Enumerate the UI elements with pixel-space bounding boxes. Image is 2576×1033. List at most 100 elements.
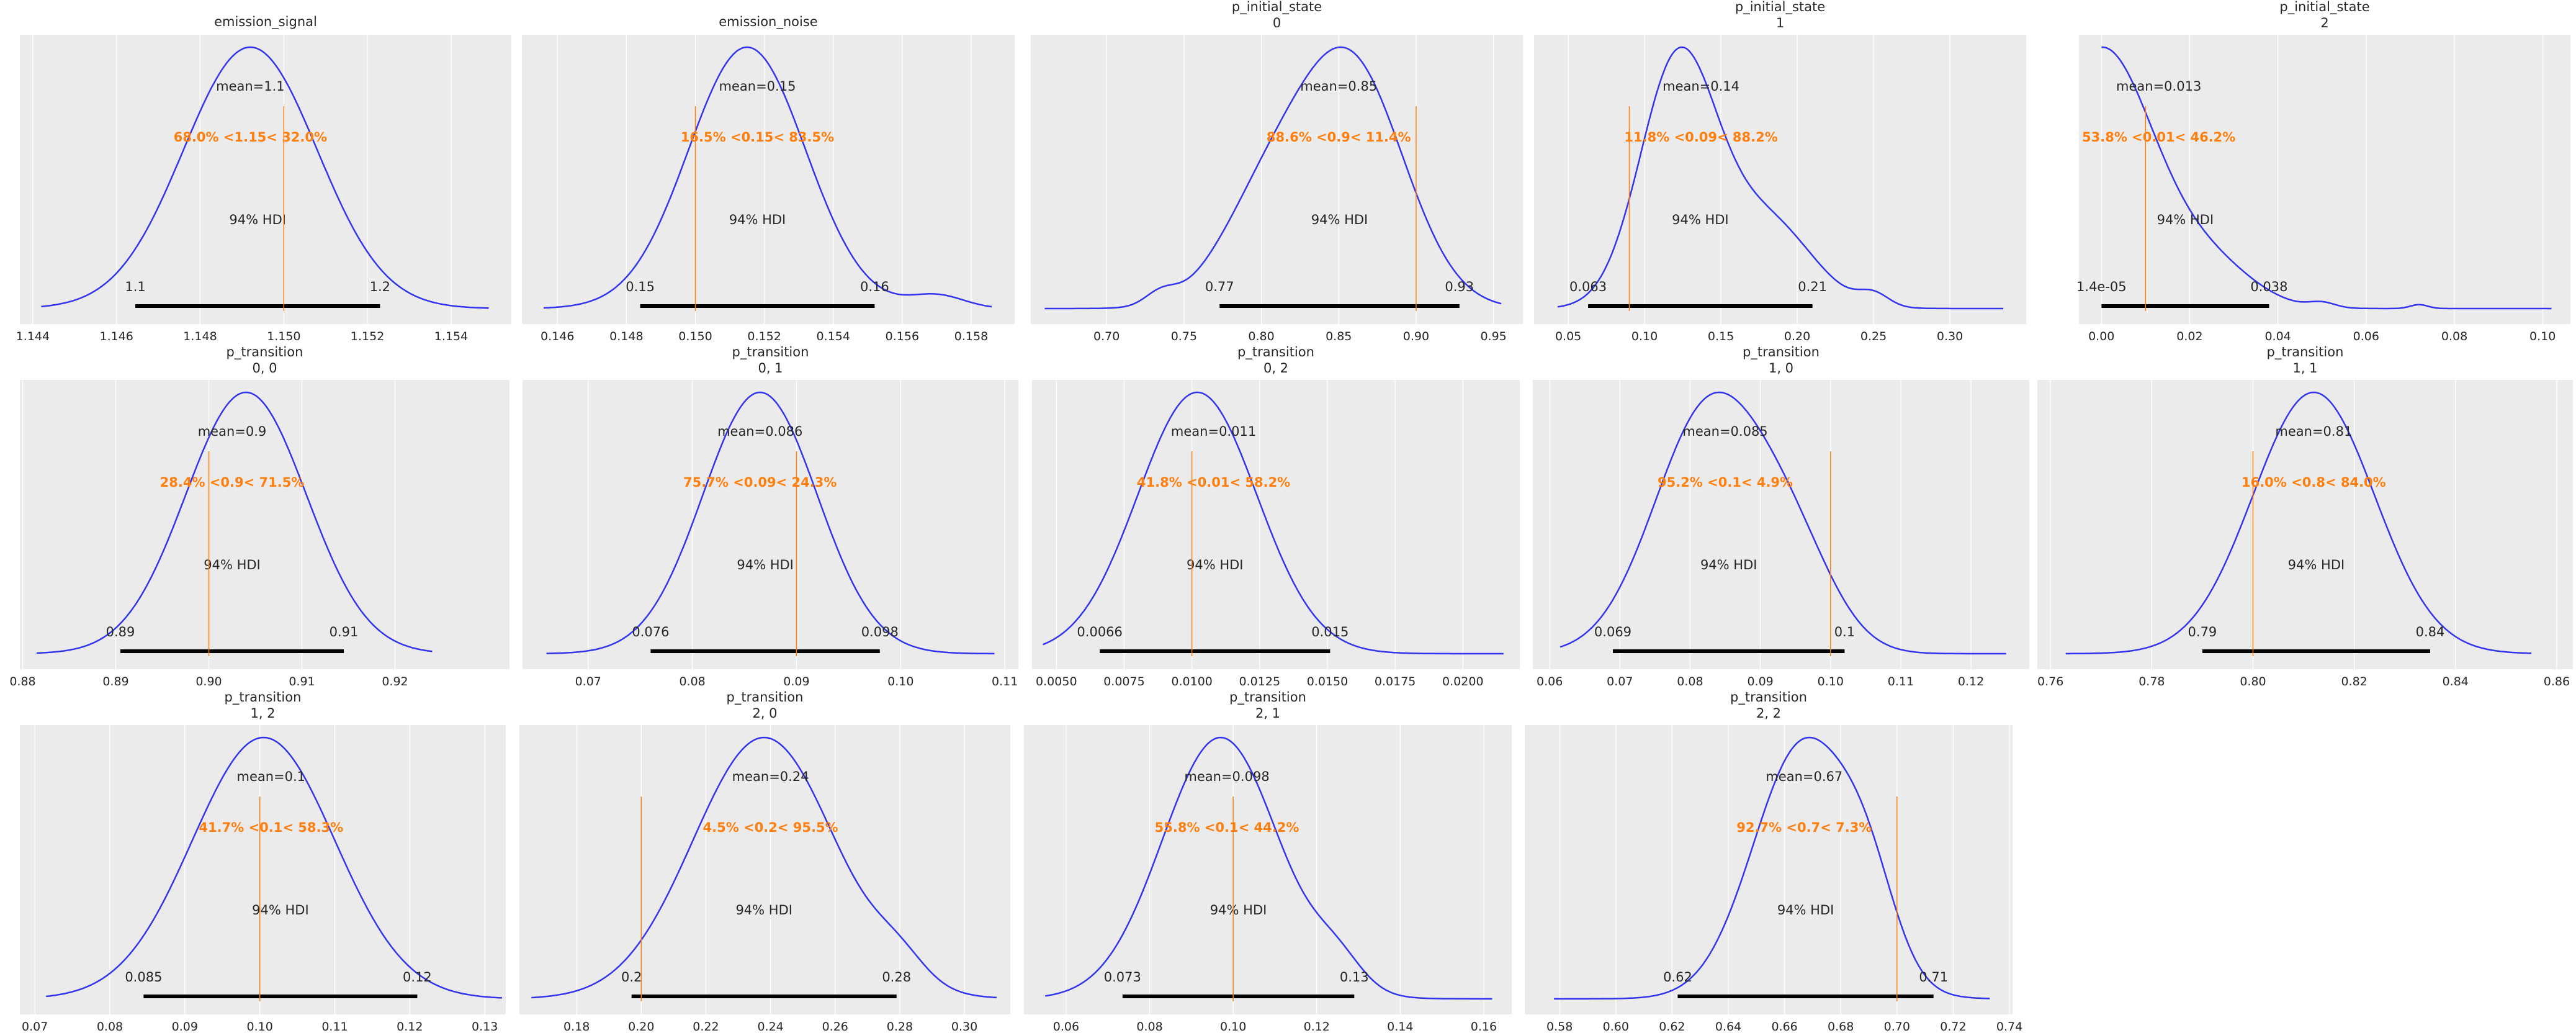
hdi-text: 94% HDI (2157, 212, 2214, 227)
hdi-text: 94% HDI (1777, 903, 1834, 918)
x-tick-label: 0.152 (747, 330, 781, 343)
x-tick-label: 0.02 (2176, 330, 2202, 343)
x-tick-label: 0.10 (1220, 1020, 1246, 1033)
hdi-upper-label: 0.93 (1445, 279, 1474, 294)
x-tick-label: 1.148 (183, 330, 217, 343)
subplot-title: p_initial_state (2279, 0, 2369, 15)
x-tick-label: 0.13 (472, 1020, 498, 1033)
x-tick-label: 1.154 (434, 330, 468, 343)
kde-curve (1044, 46, 1502, 310)
x-tick-label: 0.07 (575, 675, 601, 688)
hdi-upper-label: 0.84 (2416, 625, 2445, 639)
x-tick-label: 0.75 (1171, 330, 1197, 343)
x-tick-label: 0.0050 (1036, 675, 1077, 688)
hdi-text: 94% HDI (729, 212, 786, 227)
x-tick-label: 0.62 (1659, 1020, 1685, 1033)
plot-background (519, 725, 1010, 1014)
mean-label: mean=0.011 (1171, 424, 1256, 439)
x-tick-label: 0.91 (289, 675, 315, 688)
hdi-upper-label: 0.015 (1311, 625, 1349, 639)
hdi-lower-label: 1.1 (125, 279, 145, 294)
hdi-lower-label: 1.4e-05 (2076, 279, 2127, 294)
hdi-upper-label: 0.13 (1340, 970, 1369, 985)
subplot-title: p_transition (1229, 690, 1306, 705)
x-tick-label: 0.80 (2240, 675, 2266, 688)
x-tick-label: 0.16 (1471, 1020, 1497, 1033)
x-tick-label: 0.08 (679, 675, 705, 688)
x-tick-label: 0.72 (1940, 1020, 1966, 1033)
x-tick-label: 0.85 (1326, 330, 1352, 343)
plot-background (1534, 35, 2026, 324)
hdi-lower-label: 0.063 (1569, 279, 1607, 294)
x-tick-label: 0.0200 (1442, 675, 1483, 688)
x-tick-label: 1.150 (267, 330, 300, 343)
x-tick-label: 0.0125 (1239, 675, 1280, 688)
hdi-lower-label: 0.62 (1663, 970, 1692, 985)
x-tick-label: 0.25 (1860, 330, 1887, 343)
x-tick-label: 0.60 (1603, 1020, 1629, 1033)
x-tick-label: 0.10 (1631, 330, 1658, 343)
mean-label: mean=0.086 (717, 424, 802, 439)
hdi-text: 94% HDI (1210, 903, 1267, 918)
x-tick-label: 0.64 (1715, 1020, 1741, 1033)
hdi-lower-label: 0.073 (1104, 970, 1141, 985)
subplot-title-index: 1, 0 (1769, 361, 1793, 376)
subplot-title: p_transition (1743, 345, 1820, 360)
plot-background (522, 35, 1015, 324)
x-tick-label: 0.68 (1828, 1020, 1854, 1033)
hdi-text: 94% HDI (735, 903, 792, 918)
hdi-lower-label: 0.77 (1205, 279, 1234, 294)
x-tick-label: 0.86 (2544, 675, 2570, 688)
subplot-title-index: 2, 2 (1756, 706, 1781, 721)
x-tick-label: 0.30 (1937, 330, 1963, 343)
subplot-title-index: 0, 1 (758, 361, 783, 376)
subplot-title-index: 0, 0 (252, 361, 277, 376)
x-tick-label: 0.156 (886, 330, 919, 343)
mean-label: mean=0.85 (1300, 79, 1377, 94)
x-tick-label: 0.0175 (1375, 675, 1416, 688)
subplot-title: p_transition (2267, 345, 2344, 360)
x-tick-label: 0.20 (628, 1020, 654, 1033)
x-tick-label: 0.12 (1958, 675, 1984, 688)
x-tick-label: 1.144 (16, 330, 50, 343)
hdi-lower-label: 0.076 (632, 625, 669, 639)
kde-curve (1560, 391, 2006, 655)
hdi-text: 94% HDI (1311, 212, 1368, 227)
x-tick-label: 0.0100 (1171, 675, 1212, 688)
mean-label: mean=0.15 (719, 79, 796, 94)
plot-background (1533, 380, 2029, 669)
hdi-upper-label: 0.28 (882, 970, 911, 985)
subplot-title: p_transition (1237, 345, 1314, 360)
x-tick-label: 0.10 (247, 1020, 273, 1033)
mean-label: mean=0.9 (198, 424, 267, 439)
kde-curve (1554, 736, 1990, 1000)
subplot-panel: emission_noise 0.146 0.148 0.150 0.152 0.154 0… (522, 14, 1015, 343)
kde-curve (46, 736, 503, 999)
hdi-upper-label: 0.21 (1798, 279, 1827, 294)
x-tick-label: 0.08 (1677, 675, 1703, 688)
hdi-text: 94% HDI (204, 557, 261, 572)
mean-label: mean=1.1 (216, 79, 285, 94)
plot-background (20, 380, 509, 669)
reference-label: 28.4% <0.9< 71.5% (160, 475, 305, 490)
x-tick-label: 0.05 (1555, 330, 1581, 343)
x-tick-label: 0.84 (2443, 675, 2469, 688)
kde-curve (2065, 391, 2532, 655)
subplot-title-index: 0, 2 (1263, 361, 1288, 376)
subplot-title-index: 0 (1273, 16, 1281, 30)
x-tick-label: 0.11 (992, 675, 1018, 688)
plot-background (1525, 725, 2013, 1014)
x-tick-label: 0.08 (2441, 330, 2467, 343)
subplot-title: p_transition (227, 345, 303, 360)
x-tick-label: 0.09 (783, 675, 809, 688)
reference-label: 55.8% <0.1< 44.2% (1155, 820, 1299, 835)
mean-label: mean=0.24 (732, 769, 809, 784)
x-tick-label: 0.88 (9, 675, 35, 688)
